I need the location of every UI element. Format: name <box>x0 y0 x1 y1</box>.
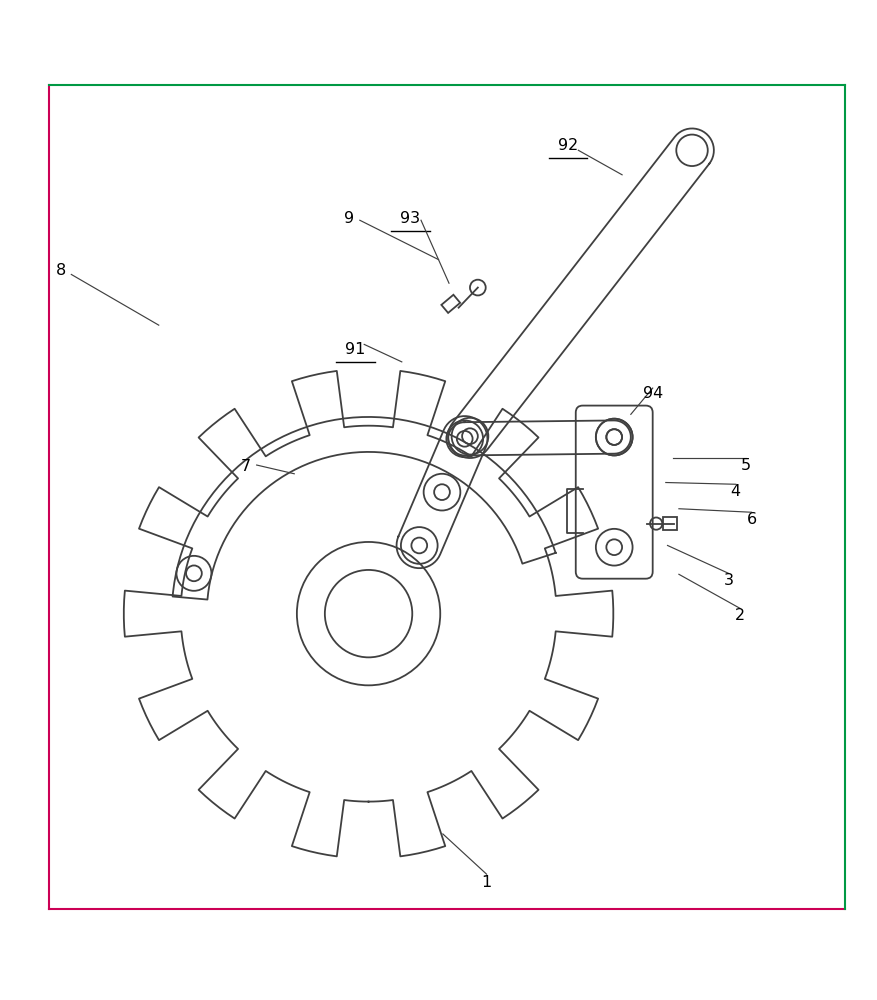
Text: 94: 94 <box>643 386 663 401</box>
Text: 3: 3 <box>724 573 734 588</box>
Text: 92: 92 <box>558 138 578 153</box>
Text: 5: 5 <box>741 458 752 473</box>
Text: 1: 1 <box>481 875 492 890</box>
Text: 93: 93 <box>401 211 421 226</box>
Text: 91: 91 <box>346 342 366 357</box>
Text: 8: 8 <box>56 263 66 278</box>
Text: 7: 7 <box>241 459 251 474</box>
Bar <box>663 517 677 530</box>
Text: 4: 4 <box>731 484 741 499</box>
Bar <box>441 295 460 313</box>
Text: 2: 2 <box>735 608 745 623</box>
Text: 9: 9 <box>345 211 354 226</box>
Text: 6: 6 <box>746 512 757 527</box>
